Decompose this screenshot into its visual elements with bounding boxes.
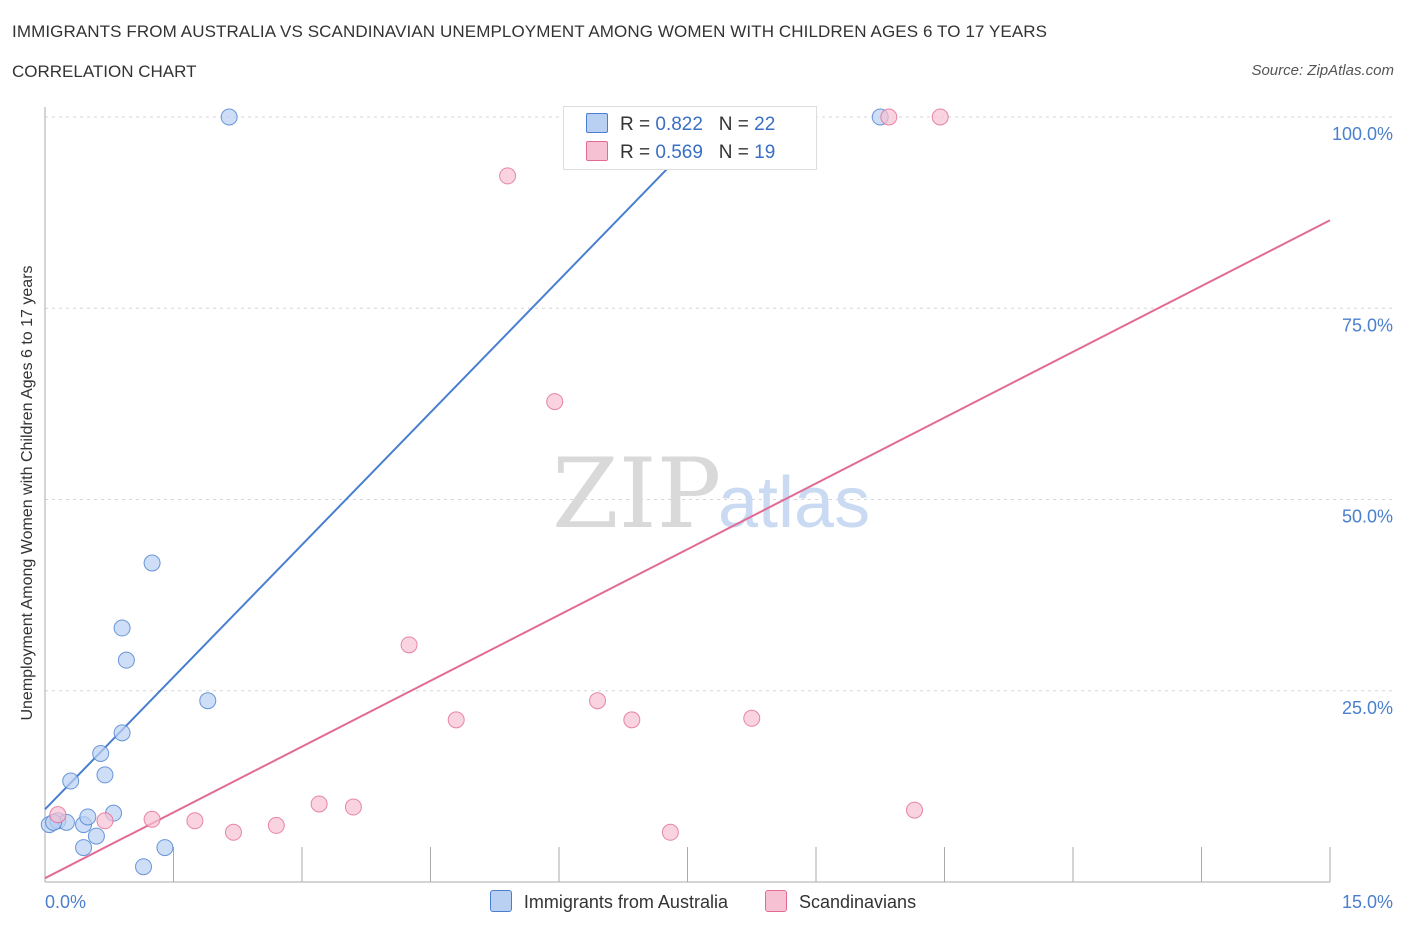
point-scandinavians-1[interactable] xyxy=(96,812,114,830)
point-australia-8[interactable] xyxy=(92,744,110,762)
legend-swatch-pink xyxy=(586,141,608,161)
legend-label-australia: Immigrants from Australia xyxy=(523,892,728,912)
r-label: R = xyxy=(620,114,651,135)
y-tick-label-3: 100.0% xyxy=(1332,124,1393,144)
point-scandinavians-7[interactable] xyxy=(344,798,362,816)
y-tick-label-2: 75.0% xyxy=(1342,315,1393,335)
legend-swatch-scandinavians xyxy=(764,890,787,912)
legend-item-australia[interactable]: Immigrants from Australia xyxy=(489,890,728,913)
trendline-scandinavians xyxy=(44,219,1331,880)
y-tick-label-1: 50.0% xyxy=(1342,507,1393,527)
point-scandinavians-13[interactable] xyxy=(623,711,641,729)
point-scandinavians-6[interactable] xyxy=(310,795,328,813)
n-label: N = xyxy=(718,142,749,163)
point-australia-3[interactable] xyxy=(62,772,80,790)
point-scandinavians-14[interactable] xyxy=(661,823,679,841)
point-scandinavians-12[interactable] xyxy=(589,692,607,710)
n-value-scandinavians: 19 xyxy=(754,142,776,163)
r-value-australia: 0.822 xyxy=(655,114,703,135)
trend-lines xyxy=(44,116,1331,880)
point-scandinavians-5[interactable] xyxy=(267,816,285,834)
point-australia-17[interactable] xyxy=(199,692,217,710)
point-scandinavians-11[interactable] xyxy=(546,393,564,411)
chart-title: IMMIGRANTS FROM AUSTRALIA VS SCANDINAVIA… xyxy=(12,22,1048,41)
chart-subtitle: CORRELATION CHART xyxy=(12,62,197,81)
point-scandinavians-17[interactable] xyxy=(880,108,898,126)
point-australia-7[interactable] xyxy=(87,827,105,845)
point-scandinavians-2[interactable] xyxy=(143,810,161,828)
point-australia-9[interactable] xyxy=(96,766,114,784)
y-tick-label-0: 25.0% xyxy=(1342,698,1393,718)
point-scandinavians-0[interactable] xyxy=(49,806,67,824)
point-australia-16[interactable] xyxy=(156,839,174,857)
legend-row-australia: R = 0.822 N = 22 xyxy=(586,113,775,136)
point-scandinavians-10[interactable] xyxy=(499,167,517,185)
point-scandinavians-3[interactable] xyxy=(186,812,204,830)
point-australia-6[interactable] xyxy=(79,808,97,826)
x-tick-label-1: 15.0% xyxy=(1342,892,1393,912)
tick-labels: 25.0% 50.0% 75.0% 100.0% 0.0% 15.0% xyxy=(45,124,1393,912)
legend-row-scandinavians: R = 0.569 N = 19 xyxy=(586,141,775,164)
legend-label-scandinavians: Scandinavians xyxy=(798,892,917,912)
legend-swatch-australia xyxy=(489,890,512,912)
point-australia-15[interactable] xyxy=(143,554,161,572)
point-australia-13[interactable] xyxy=(117,651,135,669)
series-legend: Immigrants from Australia Scandinavians xyxy=(0,890,1406,913)
point-scandinavians-18[interactable] xyxy=(931,108,949,126)
trendline-australia xyxy=(44,116,719,811)
point-australia-5[interactable] xyxy=(75,839,93,857)
source-label: Source: ZipAtlas.com xyxy=(1251,62,1394,79)
point-scandinavians-8[interactable] xyxy=(400,636,418,654)
point-australia-11[interactable] xyxy=(113,724,131,742)
point-australia-12[interactable] xyxy=(113,619,131,637)
gridlines xyxy=(45,116,1395,692)
point-australia-18[interactable] xyxy=(220,108,238,126)
point-scandinavians-4[interactable] xyxy=(224,823,242,841)
legend-swatch-blue xyxy=(586,113,608,133)
point-australia-14[interactable] xyxy=(135,858,153,876)
data-points xyxy=(40,108,949,876)
x-tick-label-0: 0.0% xyxy=(45,892,86,912)
r-label: R = xyxy=(620,142,651,163)
point-scandinavians-16[interactable] xyxy=(906,801,924,819)
legend-item-scandinavians[interactable]: Scandinavians xyxy=(764,890,917,913)
watermark-zip: ZIP xyxy=(552,438,721,550)
n-value-australia: 22 xyxy=(754,114,776,135)
r-value-scandinavians: 0.569 xyxy=(655,142,703,163)
watermark-atlas: atlas xyxy=(718,463,870,543)
n-label: N = xyxy=(718,114,749,135)
axes xyxy=(44,107,1331,883)
watermark: ZIP atlas xyxy=(552,438,870,550)
correlation-legend: R = 0.822 N = 22 R = 0.569 N = 19 xyxy=(563,106,817,170)
point-scandinavians-9[interactable] xyxy=(447,711,465,729)
point-scandinavians-15[interactable] xyxy=(743,709,761,727)
